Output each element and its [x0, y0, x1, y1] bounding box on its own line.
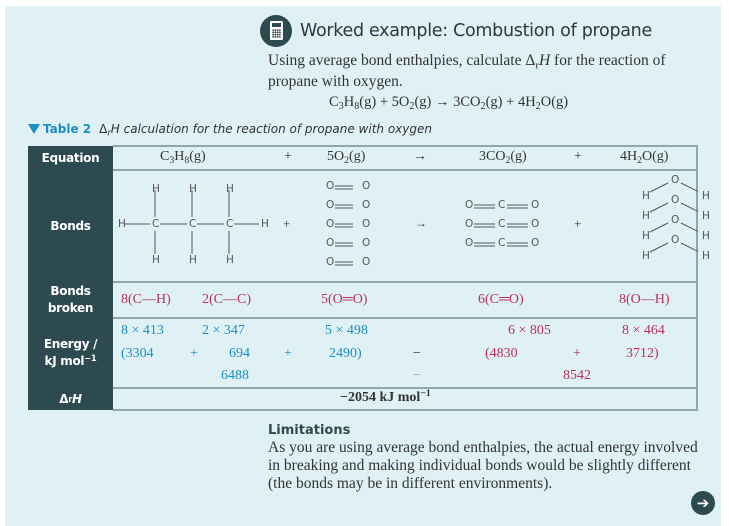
- equation-co2: 3CO2(g): [479, 149, 527, 166]
- bond-oo: 5(O═O): [321, 292, 368, 307]
- table-caption: Table 2 ΔrH calculation for the reaction…: [28, 122, 432, 138]
- table-label: Table 2: [43, 122, 92, 136]
- worked-example-intro: Using average bond enthalpies, calculate…: [268, 52, 666, 90]
- next-button[interactable]: ➔: [691, 491, 715, 515]
- calculator-icon: [260, 15, 292, 47]
- delta-h-result: −2054 kJ mol−1: [340, 388, 431, 405]
- worked-example-title: Worked example: Combustion of propane: [300, 21, 652, 41]
- worked-example-panel: [5, 6, 721, 526]
- equation-plus: +: [574, 149, 582, 164]
- equation-arrow: →: [413, 149, 427, 164]
- worked-example-header: Worked example: Combustion of propane: [260, 15, 652, 47]
- divider: [113, 317, 698, 319]
- divider: [696, 146, 698, 410]
- enthalpy-table: Equation Bonds Bonds broken Energy / kJ …: [28, 145, 710, 411]
- bond-diagrams: [125, 182, 698, 266]
- bond-co: 6(C═O): [478, 292, 524, 307]
- row-header-equation: Equation: [41, 150, 100, 165]
- equation-plus: +: [284, 149, 292, 164]
- bond-ch: 8(C—H): [121, 292, 171, 307]
- equation-propane: C3H8(g): [160, 149, 206, 166]
- row-header-energy: Energy / kJ mol−1: [43, 337, 98, 368]
- equation-water: 4H2O(g): [620, 149, 669, 166]
- row-header-column: [28, 146, 113, 410]
- divider: [113, 409, 698, 411]
- divider: [113, 169, 698, 171]
- divider: [113, 145, 698, 147]
- equation-oxygen: 5O2(g): [327, 149, 366, 166]
- bond-cc: 2(C—C): [202, 292, 251, 307]
- bond-oh: 8(O—H): [619, 292, 670, 307]
- divider: [113, 387, 698, 389]
- arrow-right-icon: ➔: [696, 494, 710, 512]
- limitations-title: Limitations: [268, 423, 351, 438]
- triangle-down-icon: [28, 124, 40, 134]
- divider: [113, 281, 698, 283]
- limitations-section: Limitations As you are using average bon…: [268, 423, 708, 493]
- row-header-bonds: Bonds: [50, 218, 91, 233]
- row-header-bonds-broken: Bonds broken: [47, 284, 94, 315]
- reaction-equation: C3H8(g) + 5O2(g) → 3CO2(g) + 4H2O(g): [329, 94, 569, 113]
- table-caption-text: ΔrH calculation for the reaction of prop…: [99, 122, 432, 138]
- limitations-text: As you are using average bond enthalpies…: [268, 439, 698, 492]
